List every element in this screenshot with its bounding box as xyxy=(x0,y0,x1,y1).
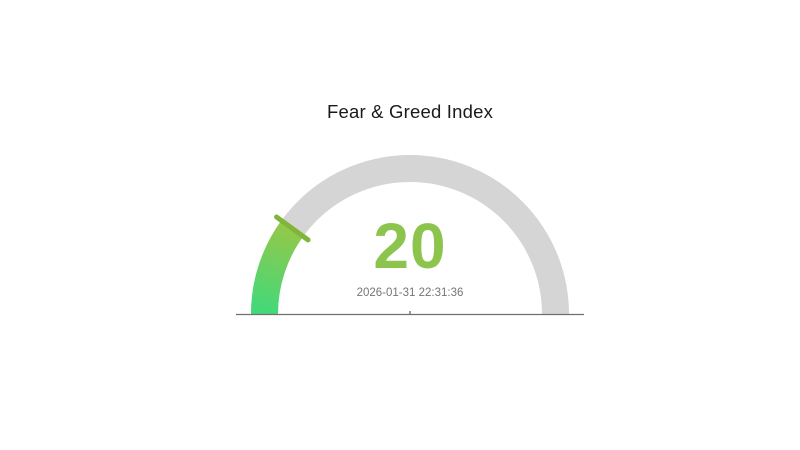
gauge-progress-end-marker xyxy=(274,214,311,243)
gauge-progress-arc xyxy=(251,220,304,315)
gauge-timestamp: 2026-01-31 22:31:36 xyxy=(356,287,464,299)
gauge-value: 20 xyxy=(373,210,447,282)
chart-title: Fear & Greed Index xyxy=(326,101,494,122)
